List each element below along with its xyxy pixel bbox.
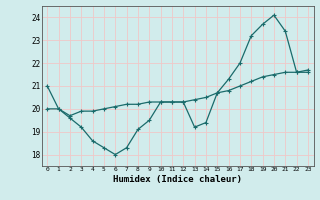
X-axis label: Humidex (Indice chaleur): Humidex (Indice chaleur) (113, 175, 242, 184)
